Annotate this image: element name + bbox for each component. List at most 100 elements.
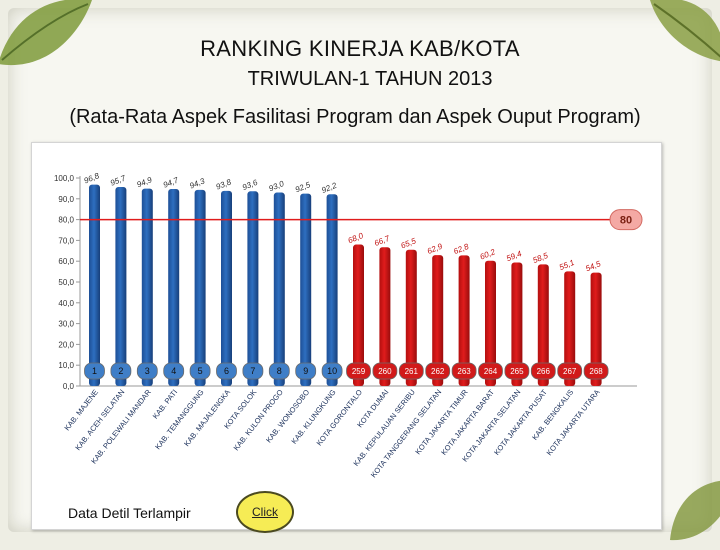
- y-tick-label: 100,0: [54, 174, 75, 183]
- bar: [326, 194, 338, 386]
- bar: [432, 255, 444, 386]
- bar-value-label: 93,8: [215, 177, 233, 191]
- y-tick-label: 50,0: [58, 278, 74, 287]
- rank-badge: [321, 362, 343, 380]
- bar-value-label: 94,9: [135, 175, 153, 189]
- bar-value-label: 68,0: [347, 231, 365, 245]
- page-title: RANKING KINERJA KAB/KOTA: [200, 36, 520, 61]
- bar-value-label: 62,9: [426, 242, 444, 256]
- rank-badge: [398, 362, 424, 380]
- rank-label: 264: [484, 367, 498, 376]
- bar: [89, 184, 100, 386]
- rank-badge: [189, 362, 211, 380]
- bar: [485, 260, 496, 386]
- category-label: KOTA JAKARTA UTARA: [545, 388, 602, 457]
- category-label: KAB. MAJALENGKA: [182, 388, 232, 448]
- rank-label: 8: [277, 366, 282, 376]
- rank-badge: [295, 362, 317, 380]
- target-label: 80: [620, 215, 632, 227]
- category-label: KOTA GORONTALO: [315, 388, 365, 448]
- bar: [353, 244, 364, 386]
- bar-value-label: 93,6: [241, 178, 259, 192]
- page-subtitle: TRIWULAN-1 TAHUN 2013: [247, 68, 493, 90]
- leaf-decoration-bottom-right: [670, 480, 720, 541]
- y-tick-label: 80,0: [58, 216, 74, 225]
- rank-badge: [478, 362, 503, 380]
- bar: [115, 186, 127, 386]
- rank-label: 9: [303, 366, 308, 376]
- bar-value-label: 92,5: [294, 180, 312, 194]
- rank-badge: [242, 362, 264, 380]
- rank-label: 2: [118, 366, 123, 376]
- bar: [221, 190, 232, 386]
- y-tick-label: 90,0: [58, 195, 74, 204]
- detail-note: Data Detil Terlampir: [68, 505, 191, 521]
- bar-value-label: 55,1: [558, 258, 576, 272]
- bar-value-label: 96,8: [83, 171, 101, 185]
- rank-badge: [557, 362, 583, 380]
- rank-label: 265: [510, 367, 524, 376]
- bar-value-label: 94,7: [162, 175, 180, 189]
- target-badge: [609, 209, 643, 231]
- bar-value-label: 95,7: [109, 173, 127, 187]
- rank-label: 1: [92, 366, 97, 376]
- rank-label: 266: [537, 367, 551, 376]
- rank-badge: [110, 362, 132, 380]
- bar-value-label: 93,0: [267, 179, 285, 193]
- rank-badge: [530, 362, 556, 380]
- rank-badge: [451, 362, 477, 380]
- bar-value-label: 92,2: [320, 181, 338, 195]
- bar: [141, 188, 153, 386]
- bar-value-label: 54,5: [584, 259, 602, 273]
- rank-label: 268: [589, 367, 603, 376]
- rank-badge: [504, 362, 530, 380]
- rank-badge: [583, 362, 609, 380]
- chart-container: 0,0 10,0 20,0 30,0 40,0 50,0 60,0 70,0 80,0 90,0 1…: [31, 142, 662, 530]
- bar: [168, 189, 180, 386]
- y-tick-label: 40,0: [58, 299, 74, 308]
- rank-label: 10: [327, 366, 337, 376]
- y-tick-label: 20,0: [58, 340, 74, 349]
- rank-badge: [163, 362, 185, 380]
- category-label: KAB. TEMANGGUNG: [153, 388, 206, 452]
- rank-label: 267: [563, 367, 577, 376]
- y-tick-label: 0,0: [63, 382, 75, 391]
- bar: [590, 272, 602, 386]
- category-label: KAB. KULON PROGO: [232, 388, 285, 453]
- bar: [247, 191, 259, 386]
- bar-value-label: 58,5: [531, 251, 549, 265]
- rank-label: 259: [352, 367, 366, 376]
- bar: [405, 249, 417, 386]
- bar: [379, 247, 391, 386]
- bar-value-label: 62,8: [452, 242, 470, 256]
- bar: [194, 189, 206, 386]
- leaf-decoration-top-left: [0, 0, 92, 66]
- bar-value-label: 66,7: [373, 234, 391, 248]
- rank-badge: [346, 362, 371, 380]
- rank-label: 3: [145, 366, 150, 376]
- leaf-decoration-top-right: [650, 0, 720, 61]
- bar: [458, 255, 470, 386]
- ranking-bar-chart: 0,0 10,0 20,0 30,0 40,0 50,0 60,0 70,0 80,0 90,0 1…: [54, 171, 643, 479]
- rank-badge: [84, 362, 105, 380]
- bar-value-label: 94,3: [188, 176, 206, 190]
- rank-badge: [425, 362, 451, 380]
- rank-label: 263: [457, 367, 471, 376]
- rank-label: 5: [198, 366, 203, 376]
- rank-badge: [216, 362, 237, 380]
- click-button[interactable]: Click: [236, 491, 294, 533]
- bar-value-label: 59,4: [505, 249, 523, 263]
- rank-badge: [268, 362, 290, 380]
- rank-label: 260: [378, 367, 392, 376]
- y-tick-label: 30,0: [58, 320, 74, 329]
- category-label: KAB. ACEH SELATAN: [73, 388, 126, 452]
- y-tick-label: 10,0: [58, 361, 74, 370]
- bar: [300, 193, 312, 386]
- rank-label: 4: [171, 366, 176, 376]
- rank-label: 262: [431, 367, 445, 376]
- rank-label: 7: [250, 366, 255, 376]
- bar: [273, 192, 285, 386]
- rank-badge: [372, 362, 398, 380]
- rank-badge: [136, 362, 158, 380]
- rank-label: 261: [405, 367, 419, 376]
